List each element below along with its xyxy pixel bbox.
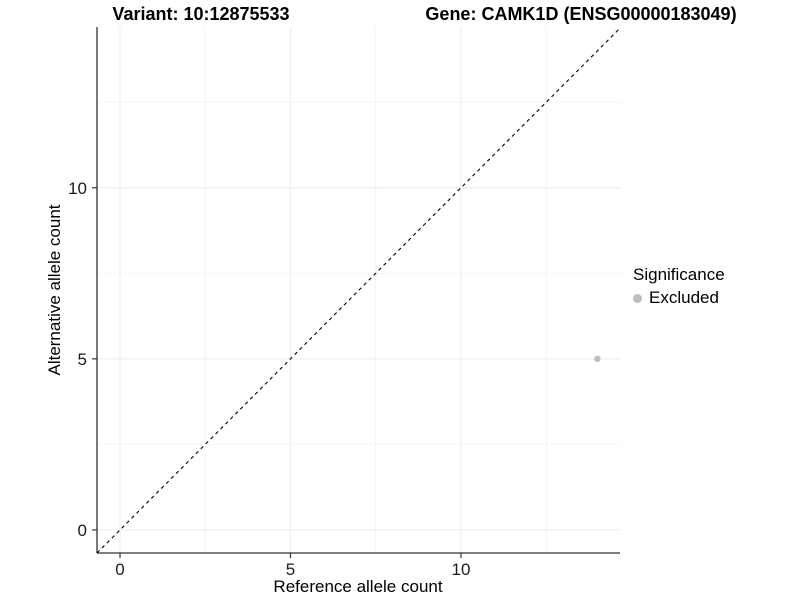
excluded-point-icon (633, 293, 642, 303)
y-tick-label: 10 (68, 179, 87, 198)
y-tick-label: 5 (78, 350, 87, 369)
identity-reference-line (96, 27, 621, 554)
variant-title: Variant: 10:12875533 (112, 4, 290, 24)
y-tick-label: 0 (78, 521, 87, 540)
legend-item-excluded: Excluded (633, 288, 725, 308)
x-tick-label: 10 (451, 560, 470, 579)
x-tick-label: 0 (115, 560, 124, 579)
x-tick-label: 5 (286, 560, 295, 579)
y-axis-title: Alternative allele count (45, 204, 64, 376)
legend-title: Significance (633, 265, 725, 284)
gene-title: Gene: CAMK1D (ENSG00000183049) (425, 4, 737, 24)
legend-item-label: Excluded (649, 288, 719, 307)
data-point (594, 355, 601, 363)
legend: Significance Excluded (633, 265, 725, 308)
x-axis-title: Reference allele count (273, 577, 443, 596)
